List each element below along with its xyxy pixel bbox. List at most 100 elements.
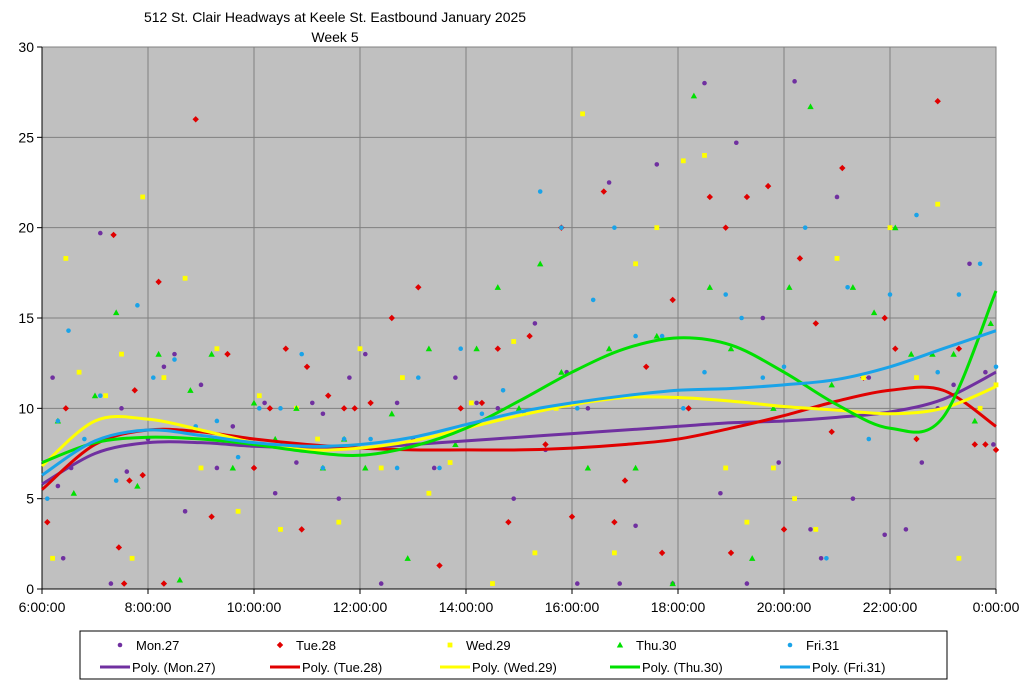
data-point <box>134 482 141 489</box>
data-point <box>494 284 501 290</box>
data-point <box>214 346 220 352</box>
data-point <box>250 464 258 472</box>
data-point <box>44 518 51 526</box>
data-point <box>770 405 777 411</box>
data-point <box>702 369 707 375</box>
data-point <box>903 527 909 532</box>
trendline-poly-fri-31 <box>41 329 997 477</box>
data-point <box>55 483 61 489</box>
data-point <box>760 315 766 321</box>
data-point <box>744 519 750 525</box>
x-tick-label: 12:00:00 <box>333 599 388 615</box>
data-point <box>230 424 236 429</box>
data-point <box>612 550 617 556</box>
data-point <box>987 320 994 326</box>
data-point <box>611 518 618 526</box>
data-point <box>320 411 326 417</box>
data-point <box>294 460 299 465</box>
data-point <box>881 314 888 322</box>
data-point <box>278 526 283 532</box>
data-point <box>818 555 824 561</box>
data-point <box>160 580 168 587</box>
y-tick-label: 10 <box>18 400 34 416</box>
data-point <box>235 508 241 514</box>
data-point <box>866 375 872 380</box>
data-point <box>325 392 332 399</box>
data-point <box>115 544 123 551</box>
data-point <box>436 562 443 569</box>
data-point <box>951 382 956 388</box>
data-point <box>575 406 580 411</box>
data-point <box>357 346 363 352</box>
data-point <box>919 460 925 465</box>
series-mon-27 <box>50 79 996 586</box>
y-tick-label: 15 <box>18 310 34 326</box>
data-point <box>378 581 384 586</box>
data-point <box>633 333 638 339</box>
legend-marker <box>447 642 453 648</box>
data-point <box>91 392 99 399</box>
data-point <box>394 465 400 471</box>
data-point <box>669 296 676 304</box>
data-point <box>887 225 893 231</box>
data-point <box>119 351 124 357</box>
data-point <box>760 375 766 380</box>
data-point <box>298 526 305 533</box>
data-point <box>198 382 204 388</box>
data-point <box>437 465 442 471</box>
data-point <box>50 375 55 380</box>
y-tick-label: 25 <box>18 129 34 145</box>
data-point <box>658 549 666 557</box>
data-point <box>119 406 124 411</box>
data-point <box>495 406 501 411</box>
data-point <box>98 230 103 236</box>
data-point <box>621 477 629 484</box>
data-point <box>182 509 188 514</box>
legend-label: Mon.27 <box>136 638 179 653</box>
data-point <box>113 309 120 316</box>
x-tick-label: 20:00:00 <box>757 599 812 615</box>
data-point <box>474 400 479 406</box>
data-point <box>63 255 69 261</box>
data-point <box>478 399 486 407</box>
data-point <box>580 111 585 117</box>
data-point <box>866 436 872 442</box>
data-point <box>388 410 395 417</box>
data-point <box>347 375 352 380</box>
data-point <box>537 189 543 194</box>
data-point <box>723 292 728 297</box>
data-point <box>559 225 564 230</box>
data-point <box>722 224 729 231</box>
data-point <box>320 465 326 471</box>
data-point <box>584 464 592 471</box>
data-point <box>388 314 395 322</box>
data-point <box>861 375 866 381</box>
legend-label: Poly. (Mon.27) <box>132 660 216 675</box>
data-point <box>935 201 941 207</box>
data-point <box>892 345 899 352</box>
data-point <box>336 496 342 501</box>
data-point <box>340 405 348 412</box>
data-point <box>229 464 236 471</box>
data-point <box>749 555 756 561</box>
data-point <box>934 98 941 105</box>
data-point <box>734 140 739 146</box>
data-point <box>363 351 368 357</box>
data-point <box>914 212 919 218</box>
data-point <box>568 513 576 520</box>
data-point <box>828 381 835 388</box>
data-point <box>771 465 776 471</box>
data-point <box>453 375 458 380</box>
data-point <box>172 357 177 362</box>
data-point <box>633 523 638 529</box>
y-tick-label: 5 <box>26 491 34 507</box>
data-point <box>511 339 517 344</box>
legend-label: Poly. (Tue.28) <box>302 660 382 675</box>
data-point <box>367 399 374 407</box>
legend-label: Poly. (Wed.29) <box>472 660 557 675</box>
data-point <box>743 193 751 201</box>
legend-marker <box>117 642 123 648</box>
data-point <box>62 405 70 412</box>
data-point <box>977 261 983 267</box>
